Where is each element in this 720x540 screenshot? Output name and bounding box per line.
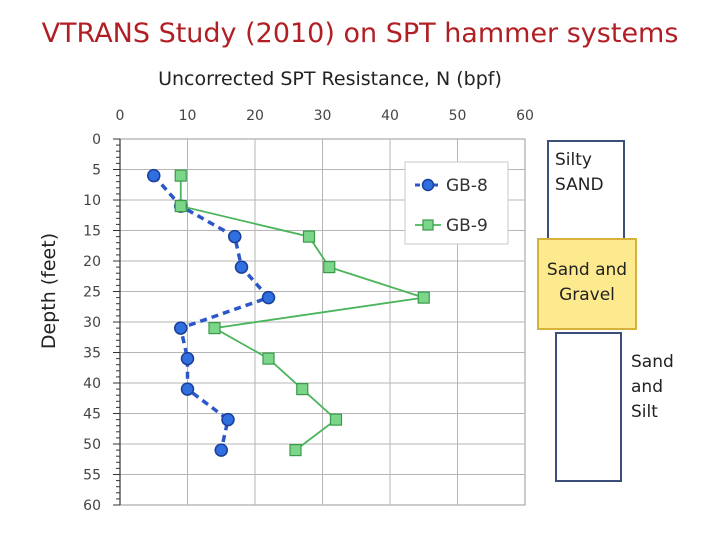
stratum-silty-sand: Silty SAND [547,140,625,238]
legend-marker-gb-9 [422,219,434,231]
y-tick-label: 10 [83,193,101,209]
y-tick-label: 60 [83,498,101,514]
y-tick-label: 0 [92,132,101,148]
data-point-gb-8 [228,229,242,244]
x-tick-label: 20 [246,108,264,124]
stratum-sand-gravel: Sand and Gravel [537,238,637,330]
stratum-sand-silt-box [555,332,622,482]
data-point-gb-8 [180,351,195,366]
data-point-gb-8 [261,290,276,305]
data-point-gb-8 [221,412,235,427]
series-line-gb-8 [152,174,272,451]
stratum-sand-silt-label: Sand and Silt [631,352,674,422]
y-tick-label: 20 [83,254,101,270]
y-tick-label: 5 [92,163,101,179]
stratum-silty-sand-label: Silty SAND [555,150,604,195]
y-tick-label: 40 [83,376,101,392]
data-point-gb-8 [147,168,161,183]
data-point-gb-8 [174,321,188,335]
slide-title: VTRANS Study (2010) on SPT hammer system… [41,18,679,49]
data-point-gb-9 [296,383,309,396]
data-point-gb-8 [214,443,228,457]
x-tick-label: 50 [449,108,467,124]
x-tick-label: 10 [179,108,197,124]
data-point-gb-9 [329,413,343,426]
legend-box [404,161,509,245]
data-point-gb-9 [174,169,187,182]
y-tick-label: 55 [83,468,101,484]
x-tick-label: 30 [314,108,332,124]
x-tick-label: 0 [116,108,125,124]
stratum-sand-gravel-label: Sand and Gravel [546,260,628,305]
data-point-gb-9 [417,291,430,304]
data-point-gb-9 [323,261,336,274]
data-point-gb-9 [208,322,221,335]
y-tick-label: 25 [83,285,101,301]
data-point-gb-9 [289,444,302,457]
data-point-gb-9 [302,230,316,243]
data-point-gb-8 [180,382,195,396]
x-tick-label: 40 [381,108,399,124]
data-point-gb-9 [262,352,275,365]
data-point-gb-9 [174,200,187,213]
legend-marker-gb-8 [421,178,435,192]
series-line-gb-9 [179,175,425,451]
x-tick-label: 60 [516,108,534,124]
chart-title: Uncorrected SPT Resistance, N (bpf) [158,68,502,90]
y-tick-label: 50 [83,437,101,453]
y-tick-label: 15 [83,224,101,240]
y-tick-label: 45 [83,407,101,423]
legend-label-gb-9: GB-9 [446,216,488,236]
data-point-gb-8 [234,260,249,274]
y-tick-label: 30 [83,315,101,331]
legend-label-gb-8: GB-8 [446,176,488,196]
y-tick-label: 35 [83,346,101,362]
